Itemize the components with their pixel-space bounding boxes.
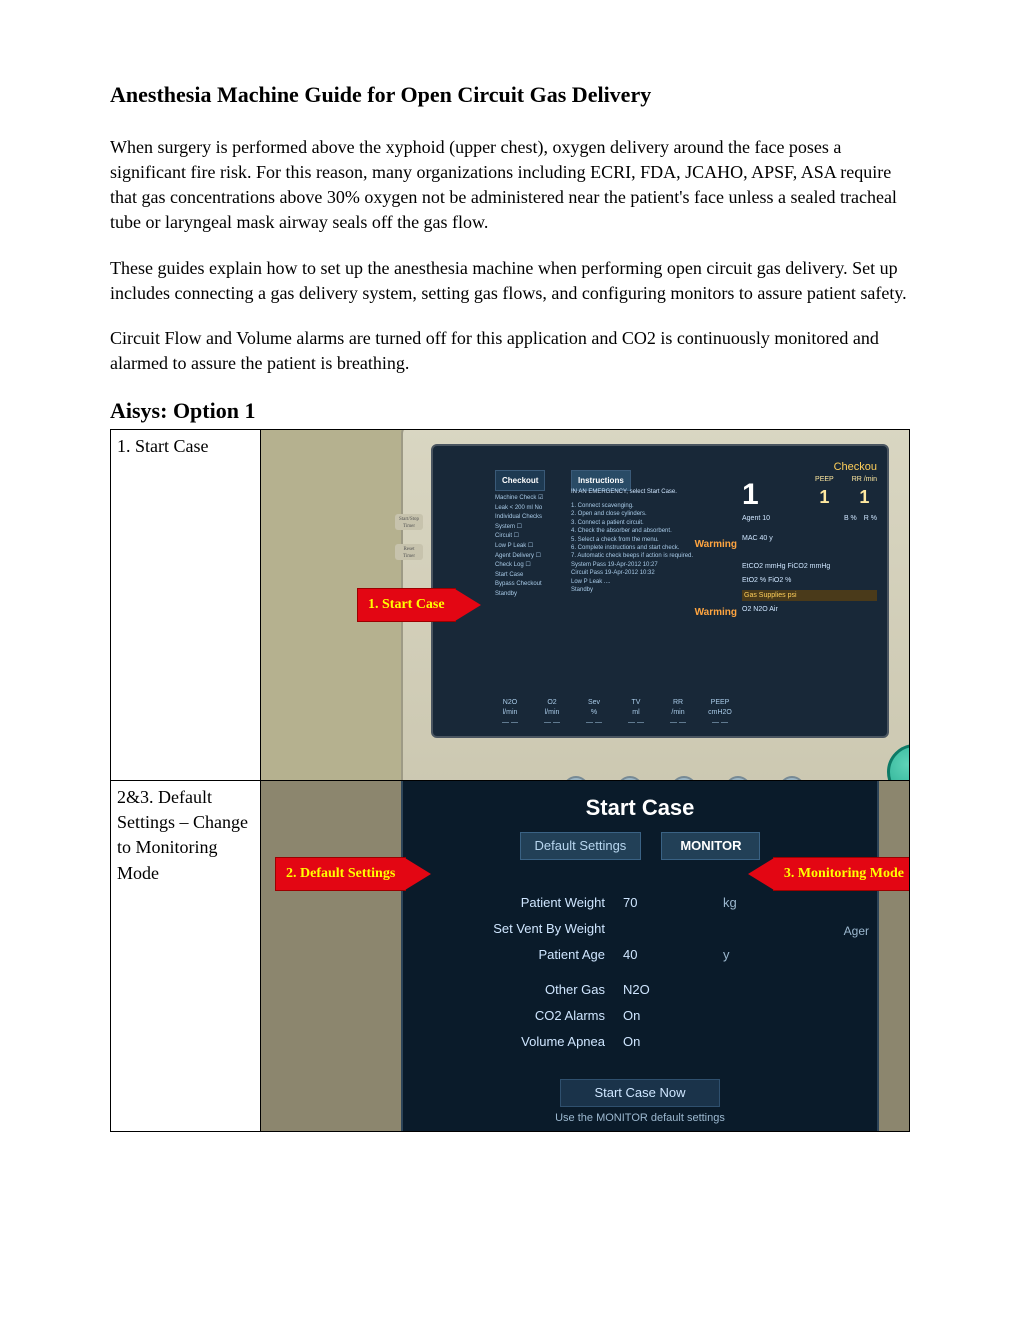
monitor-button[interactable]: MONITOR	[661, 832, 760, 860]
warning-text: Warming	[695, 606, 737, 620]
table-row: 1. Start Case Start/StopTimer ResetTimer…	[111, 430, 910, 781]
warning-text: Warming	[695, 538, 737, 552]
big-value: 1	[742, 480, 759, 510]
hw-button[interactable]	[563, 776, 589, 780]
monitor-screen-2: Start Case Default Settings MONITOR Pati…	[401, 781, 879, 1131]
screenshot-2: Start Case Default Settings MONITOR Pati…	[261, 781, 909, 1131]
start-case-now-button[interactable]: Start Case Now	[560, 1079, 720, 1107]
hw-button[interactable]	[779, 776, 805, 780]
intro-paragraph-2: These guides explain how to set up the a…	[110, 256, 910, 306]
callout-start-case: 1. Start Case	[357, 588, 456, 622]
step-label-1: 1. Start Case	[111, 430, 261, 781]
ager-label: Ager	[844, 923, 869, 940]
monitor-screen: Checkout Instructions IN AN EMERGENCY, s…	[431, 444, 889, 738]
bottom-bar: N2Ol/min— —O2l/min— —Sev%— —TVml— —RR/mi…	[493, 696, 737, 730]
emergency-text: IN AN EMERGENCY, select Start Case.	[571, 488, 677, 496]
hardware-buttons	[563, 776, 805, 780]
step-label-2: 2&3. Default Settings – Change to Monito…	[111, 781, 261, 1132]
intro-paragraph-3: Circuit Flow and Volume alarms are turne…	[110, 326, 910, 376]
default-settings-button[interactable]: Default Settings	[520, 832, 642, 860]
guide-table: 1. Start Case Start/StopTimer ResetTimer…	[110, 429, 910, 1132]
section-heading: Aisys: Option 1	[110, 396, 910, 427]
page-title: Anesthesia Machine Guide for Open Circui…	[110, 80, 910, 111]
side-button: Start/StopTimer	[395, 514, 423, 530]
hw-button[interactable]	[671, 776, 697, 780]
checklist-column: Machine Check ☑Leak < 200 ml NoIndividua…	[495, 494, 561, 600]
hw-button[interactable]	[725, 776, 751, 780]
checkout-header: Checkout	[495, 470, 545, 491]
side-button: ResetTimer	[395, 544, 423, 560]
callout-default-settings: 2. Default Settings	[275, 857, 406, 891]
callout-monitoring-mode: 3. Monitoring Mode	[773, 857, 909, 891]
settings-list: Patient Weight70kgSet Vent By WeightPati…	[403, 890, 877, 1055]
rotary-knob[interactable]	[887, 744, 909, 780]
table-row: 2&3. Default Settings – Change to Monito…	[111, 781, 910, 1132]
hw-button[interactable]	[617, 776, 643, 780]
screenshot-1: Start/StopTimer ResetTimer Checkout Inst…	[261, 430, 909, 780]
intro-paragraph-1: When surgery is performed above the xyph…	[110, 135, 910, 236]
instructions-column: 1. Connect scavenging.2. Open and close …	[571, 502, 701, 594]
start-case-title: Start Case	[403, 781, 877, 824]
checkout-label: Checkou	[742, 460, 877, 475]
hint-text: Use the MONITOR default settings	[403, 1111, 877, 1126]
vitals-panel: Checkou 1 PEEP 1 RR /min	[742, 460, 877, 615]
